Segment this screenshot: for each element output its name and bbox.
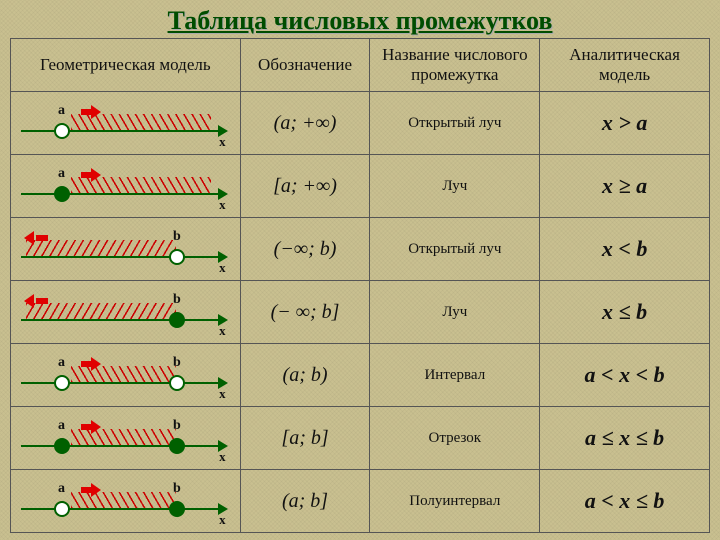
geom-model-cell: x a b — [11, 407, 241, 470]
table-row: x a b [a; b]Отрезокa ≤ x ≤ b — [11, 407, 710, 470]
intervals-table: Геометрическая модель Обозначение Назван… — [10, 38, 710, 533]
notation-cell: (a; +∞) — [240, 92, 370, 155]
axis-label: x — [219, 260, 226, 276]
table-row: xb(−∞; b)Открытый лучx < b — [11, 218, 710, 281]
axis-label: x — [219, 449, 226, 465]
analytical-cell: a < x ≤ b — [540, 470, 710, 533]
header-row: Геометрическая модель Обозначение Назван… — [11, 39, 710, 92]
name-cell: Луч — [370, 281, 540, 344]
direction-arrow-icon — [81, 421, 101, 433]
notation-cell: (a; b] — [240, 470, 370, 533]
name-cell: Отрезок — [370, 407, 540, 470]
closed-point-icon — [169, 438, 185, 454]
notation-cell: (−∞; b) — [240, 218, 370, 281]
analytical-cell: x > a — [540, 92, 710, 155]
header-name: Название числового промежутка — [370, 39, 540, 92]
axis-label: x — [219, 134, 226, 150]
direction-arrow-icon — [81, 484, 101, 496]
direction-arrow-icon — [81, 169, 101, 181]
analytical-cell: x ≥ a — [540, 155, 710, 218]
name-cell: Луч — [370, 155, 540, 218]
page-title: Таблица числовых промежутков — [0, 0, 720, 38]
closed-point-icon — [169, 312, 185, 328]
point-label: a — [58, 481, 65, 497]
closed-point-icon — [54, 186, 70, 202]
point-label: b — [173, 481, 181, 497]
table-row: xa[a; +∞)Лучx ≥ a — [11, 155, 710, 218]
header-geom: Геометрическая модель — [11, 39, 241, 92]
notation-cell: (a; b) — [240, 344, 370, 407]
open-point-icon — [54, 375, 70, 391]
geom-model-cell: x a b — [11, 344, 241, 407]
analytical-cell: a < x < b — [540, 344, 710, 407]
open-point-icon — [169, 375, 185, 391]
notation-cell: (− ∞; b] — [240, 281, 370, 344]
table-row: x a b (a; b)Интервалa < x < b — [11, 344, 710, 407]
table-row: x a b (a; b]Полуинтервалa < x ≤ b — [11, 470, 710, 533]
direction-arrow-icon — [26, 295, 46, 307]
header-analytical: Аналитическая модель — [540, 39, 710, 92]
axis-label: x — [219, 197, 226, 213]
notation-cell: [a; b] — [240, 407, 370, 470]
closed-point-icon — [169, 501, 185, 517]
point-label: b — [173, 229, 181, 245]
table-row: xb(− ∞; b]Лучx ≤ b — [11, 281, 710, 344]
analytical-cell: x ≤ b — [540, 281, 710, 344]
open-point-icon — [54, 501, 70, 517]
name-cell: Открытый луч — [370, 218, 540, 281]
notation-cell: [a; +∞) — [240, 155, 370, 218]
axis-label: x — [219, 323, 226, 339]
analytical-cell: a ≤ x ≤ b — [540, 407, 710, 470]
hatch-region — [26, 240, 176, 256]
name-cell: Полуинтервал — [370, 470, 540, 533]
geom-model-cell: xa — [11, 92, 241, 155]
point-label: a — [58, 166, 65, 182]
hatch-region — [26, 303, 176, 319]
point-label: a — [58, 355, 65, 371]
open-point-icon — [54, 123, 70, 139]
name-cell: Открытый луч — [370, 92, 540, 155]
point-label: a — [58, 418, 65, 434]
direction-arrow-icon — [26, 232, 46, 244]
geom-model-cell: x a b — [11, 470, 241, 533]
header-notation: Обозначение — [240, 39, 370, 92]
point-label: b — [173, 418, 181, 434]
axis-label: x — [219, 512, 226, 528]
geom-model-cell: xa — [11, 155, 241, 218]
axis-label: x — [219, 386, 226, 402]
geom-model-cell: xb — [11, 281, 241, 344]
point-label: b — [173, 292, 181, 308]
table-row: xa(a; +∞)Открытый лучx > a — [11, 92, 710, 155]
point-label: a — [58, 103, 65, 119]
direction-arrow-icon — [81, 106, 101, 118]
direction-arrow-icon — [81, 358, 101, 370]
closed-point-icon — [54, 438, 70, 454]
analytical-cell: x < b — [540, 218, 710, 281]
name-cell: Интервал — [370, 344, 540, 407]
open-point-icon — [169, 249, 185, 265]
geom-model-cell: xb — [11, 218, 241, 281]
point-label: b — [173, 355, 181, 371]
